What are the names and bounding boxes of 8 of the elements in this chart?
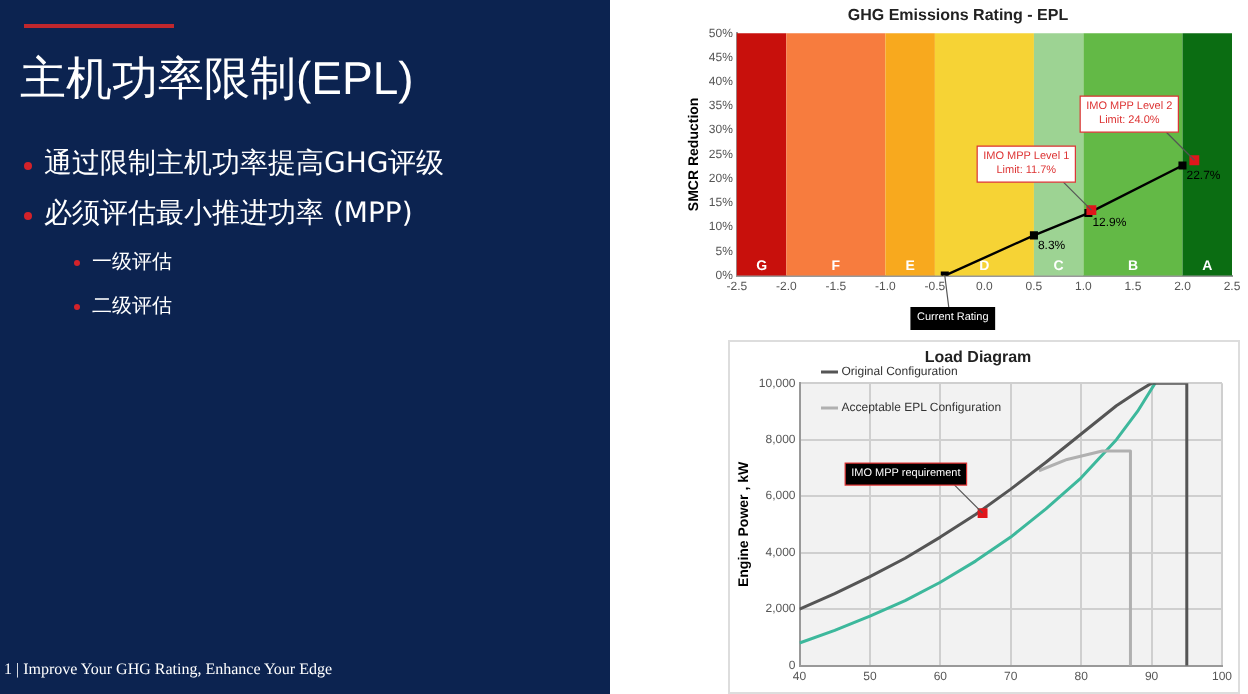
chart-title: GHG Emissions Rating - EPL [847, 6, 1069, 25]
text: 必须评估最小推进功率 (MPP) [44, 196, 413, 232]
text: 1 | Improve Your GHG Rating, Enhance Your Edge [4, 660, 333, 678]
text: 二级评估 [92, 294, 172, 320]
text: 通过限制主机功率提高GHG评级 [44, 146, 445, 182]
chart-title: Load Diagram [924, 348, 1032, 367]
text: 主机功率限制(EPL) [20, 50, 414, 108]
text: 一级评估 [92, 250, 172, 276]
